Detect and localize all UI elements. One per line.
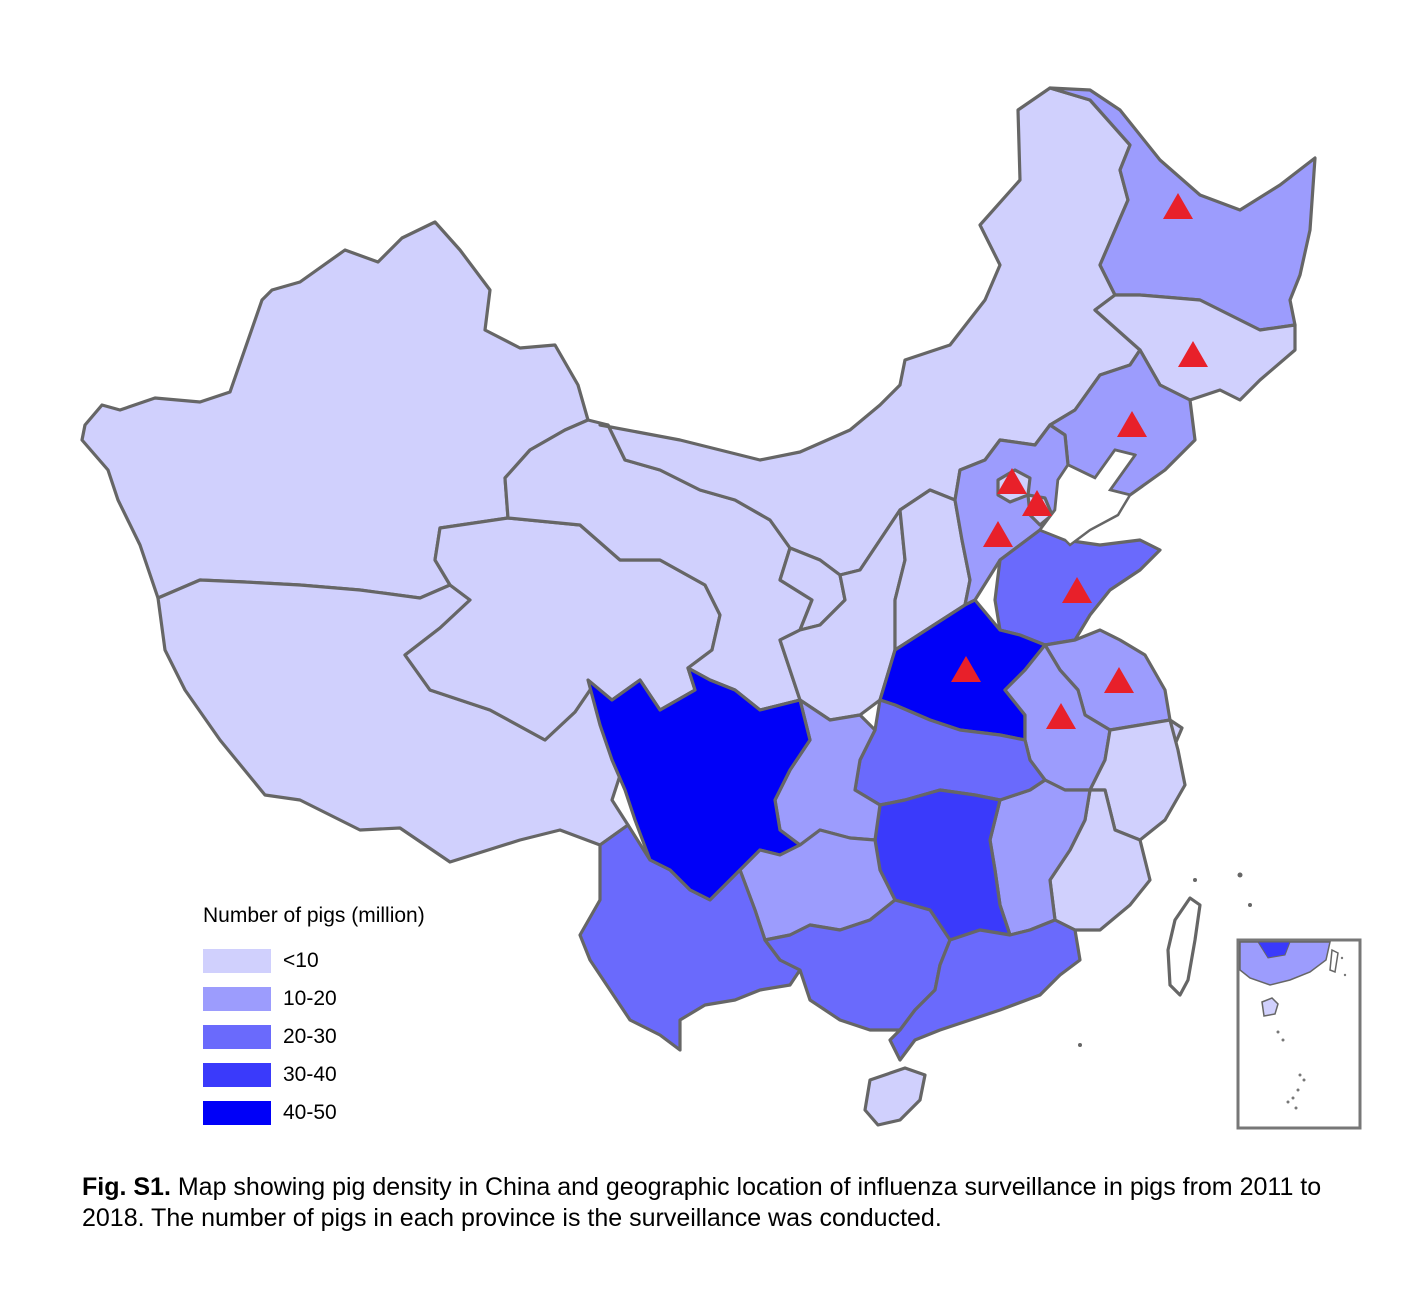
inset-hainan — [1261, 997, 1279, 1017]
inset-islands — [1276, 956, 1347, 1110]
surveillance-marker — [1046, 703, 1076, 729]
province-hainan — [863, 1066, 927, 1127]
surveillance-marker — [1104, 667, 1134, 693]
legend-label: <10 — [283, 949, 319, 972]
surveillance-marker — [1062, 577, 1092, 603]
province-zhejiang — [1088, 718, 1187, 842]
legend-item: <10 — [203, 942, 503, 980]
surveillance-marker — [997, 468, 1027, 494]
legend-swatch — [203, 1063, 271, 1087]
legend-label: 20-30 — [283, 1025, 337, 1048]
surveillance-marker — [983, 521, 1013, 547]
legend-swatch — [203, 1101, 271, 1125]
legend-swatch — [203, 949, 271, 973]
surveillance-marker — [1022, 490, 1052, 516]
surveillance-marker — [1117, 411, 1147, 437]
china-pig-density-map — [80, 86, 1362, 1130]
legend-swatch — [203, 987, 271, 1011]
south-china-sea-inset — [1236, 938, 1362, 1130]
inset-region-dark — [1257, 941, 1291, 959]
legend-label: 10-20 — [283, 987, 337, 1010]
legend-item: 20-30 — [203, 1018, 503, 1056]
province-sichuan — [586, 666, 812, 902]
legend-item: 10-20 — [203, 980, 503, 1018]
inset-taiwan — [1329, 948, 1339, 974]
legend-item: 30-40 — [203, 1056, 503, 1094]
legend-label: 40-50 — [283, 1101, 337, 1124]
province-yunnan — [578, 823, 802, 1052]
legend-item: 40-50 — [203, 1094, 503, 1132]
legend-title: Number of pigs (million) — [203, 904, 425, 927]
surveillance-markers — [951, 193, 1208, 729]
province-shaanxi — [778, 508, 907, 722]
legend-label: 30-40 — [283, 1063, 337, 1086]
caption-text: Map showing pig density in China and geo… — [82, 1173, 1322, 1232]
surveillance-marker — [951, 656, 981, 682]
province-taiwan — [1166, 896, 1202, 997]
surveillance-marker — [1163, 193, 1193, 219]
legend-swatch — [203, 1025, 271, 1049]
bohai-sea — [1038, 448, 1138, 547]
province-guangdong — [888, 918, 1082, 1062]
island-dots — [1078, 872, 1252, 1047]
inset-mainland — [1239, 941, 1331, 986]
caption-label: Fig. S1. — [82, 1173, 171, 1201]
surveillance-marker — [1178, 341, 1208, 367]
figure-caption: Fig. S1. Map showing pig density in Chin… — [82, 1172, 1372, 1234]
legend: Number of pigs (million) <10 10-20 20-30… — [203, 904, 503, 1132]
